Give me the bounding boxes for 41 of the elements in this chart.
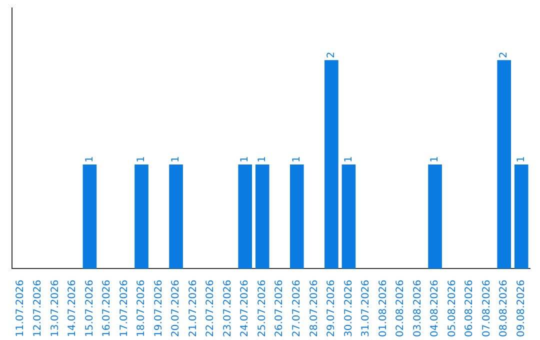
x-tick-label: 18.07.2026 bbox=[136, 280, 148, 338]
x-tick-label: 08.08.2026 bbox=[498, 280, 510, 338]
data-label: 1 bbox=[291, 156, 302, 162]
x-tick-label: 19.07.2026 bbox=[153, 280, 164, 338]
data-label: 1 bbox=[170, 156, 182, 162]
data-label: 1 bbox=[136, 156, 148, 162]
x-tick-label: 13.07.2026 bbox=[50, 280, 61, 338]
data-label: 2 bbox=[498, 52, 510, 58]
x-tick-label: 03.08.2026 bbox=[412, 280, 424, 338]
x-tick-label: 16.07.2026 bbox=[102, 280, 113, 338]
x-tick-label: 05.08.2026 bbox=[446, 280, 458, 338]
x-tick-label: 17.07.2026 bbox=[118, 280, 130, 338]
x-tick-label: 09.08.2026 bbox=[516, 280, 527, 338]
x-tick-label: 24.07.2026 bbox=[240, 280, 251, 338]
data-label: 1 bbox=[430, 156, 441, 162]
x-tick-label: 12.07.2026 bbox=[32, 280, 44, 338]
x-tick-label: 06.08.2026 bbox=[464, 280, 476, 338]
x-tick-label: 22.07.2026 bbox=[205, 280, 216, 338]
x-tick-label: 31.07.2026 bbox=[360, 280, 372, 338]
data-label: 1 bbox=[343, 156, 354, 162]
x-tick-label: 26.07.2026 bbox=[274, 280, 286, 338]
x-tick-label: 14.07.2026 bbox=[67, 280, 78, 338]
x-tick-label: 15.07.2026 bbox=[84, 280, 96, 338]
x-tick-label: 28.07.2026 bbox=[308, 280, 320, 338]
x-tick-label: 07.08.2026 bbox=[481, 280, 492, 338]
x-tick-label: 01.08.2026 bbox=[378, 280, 389, 338]
x-tick-label: 27.07.2026 bbox=[291, 280, 302, 338]
x-tick-label: 29.07.2026 bbox=[326, 280, 338, 338]
data-label: 1 bbox=[240, 156, 251, 162]
x-tick-label: 30.07.2026 bbox=[343, 280, 354, 338]
x-tick-label: 04.08.2026 bbox=[430, 280, 441, 338]
x-tick-label: 02.08.2026 bbox=[395, 280, 406, 338]
data-label: 1 bbox=[84, 156, 96, 162]
x-tick-label: 20.07.2026 bbox=[170, 280, 182, 338]
data-label: 1 bbox=[256, 156, 268, 162]
data-label: 2 bbox=[326, 52, 338, 58]
data-label: 1 bbox=[516, 156, 527, 162]
x-tick-label: 23.07.2026 bbox=[222, 280, 234, 338]
x-tick-label: 11.07.2026 bbox=[15, 280, 26, 338]
x-tick-label: 25.07.2026 bbox=[256, 280, 268, 338]
x-tick-label: 21.07.2026 bbox=[188, 280, 199, 338]
